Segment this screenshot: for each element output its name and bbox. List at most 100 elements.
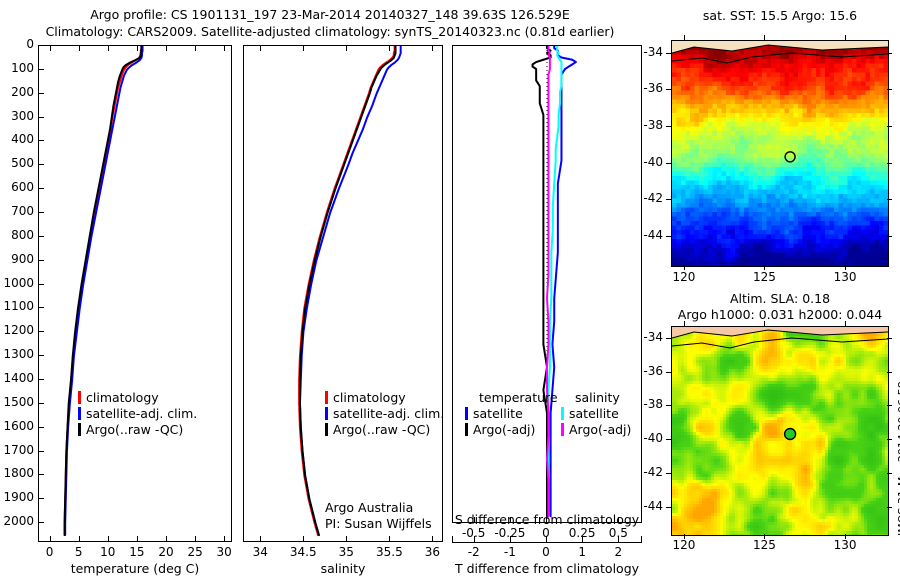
axis-tick xyxy=(641,536,642,542)
axis-tick xyxy=(49,536,51,542)
legend-swatch-icon xyxy=(465,406,468,420)
sla-map-title-line-2: Argo h1000: 0.031 h2000: 0.044 xyxy=(677,307,883,322)
depth-tick xyxy=(38,426,44,428)
depth-tick-label: 1000 xyxy=(3,275,34,290)
axis-tick-label: -1 xyxy=(503,545,516,559)
axis-tick xyxy=(107,536,109,542)
sla-map[interactable] xyxy=(671,326,889,536)
depth-tick xyxy=(38,140,44,142)
lat-tick xyxy=(666,125,671,127)
axis-tick-label: 0 xyxy=(542,526,550,540)
sla-map-title-line-1: Altim. SLA: 0.18 xyxy=(729,291,831,306)
legend-swatch-icon xyxy=(325,422,328,436)
lat-tick xyxy=(887,473,892,475)
legend-item: climatology xyxy=(325,389,444,405)
axis-tick xyxy=(78,45,80,51)
lon-tick xyxy=(845,35,847,40)
depth-tick xyxy=(38,402,44,404)
legend-label: satellite-adj. clim. xyxy=(333,405,445,421)
difference-legend: temperature salinity satellite satellite Arg… xyxy=(465,390,645,437)
axis-tick-label: 1 xyxy=(578,545,586,559)
axis-tick-label: 0.5 xyxy=(608,526,628,540)
depth-tick-label: 400 xyxy=(11,132,34,147)
axis-tick-label: 5 xyxy=(74,545,83,559)
axis-tick xyxy=(582,517,584,523)
axis-tick-label: 35 xyxy=(338,545,354,559)
depth-tick-label: 1600 xyxy=(3,418,34,433)
difference-profile-panel xyxy=(452,45,642,523)
credit-line-1: Argo Australia xyxy=(325,500,414,515)
axis-tick-label: -2 xyxy=(467,545,480,559)
legend-swatch-icon xyxy=(78,390,81,404)
depth-tick-label: 900 xyxy=(11,251,34,266)
axis-tick-label: 0.25 xyxy=(568,526,596,540)
legend-label: Argo(..raw -QC) xyxy=(333,421,431,437)
temperature-axis-label: temperature (deg C) xyxy=(70,561,200,576)
axis-tick xyxy=(389,536,391,542)
axis-tick-label: 2 xyxy=(614,545,623,559)
legend-swatch-icon xyxy=(325,406,328,420)
salinity-profile-plot xyxy=(298,46,402,537)
depth-tick xyxy=(38,211,44,213)
depth-tick xyxy=(38,283,44,285)
axis-tick xyxy=(224,536,226,542)
axis-tick-label: 30 xyxy=(216,545,232,559)
axis-tick xyxy=(166,536,167,542)
depth-tick-label: 300 xyxy=(11,108,34,123)
salinity-profile-panel xyxy=(243,45,443,542)
title-line-2: Climatology: CARS2009. Satellite-adjuste… xyxy=(45,24,615,39)
sst-map[interactable] xyxy=(671,40,889,267)
lon-tick-label: 125 xyxy=(753,270,776,284)
axis-tick-label: 34.5 xyxy=(289,545,317,559)
legend-header-salinity: salinity xyxy=(575,390,620,405)
lon-tick xyxy=(683,534,685,539)
depth-tick-label: 1800 xyxy=(3,466,34,481)
title-line-1: Argo profile: CS 1901131_197 23-Mar-2014… xyxy=(90,7,570,22)
axis-tick xyxy=(618,536,620,542)
temperature-profile-plot xyxy=(63,46,144,537)
lat-tick xyxy=(887,235,892,237)
depth-tick xyxy=(38,522,44,524)
legend-swatch-icon xyxy=(465,422,468,436)
lat-tick-label: -40 xyxy=(643,154,663,169)
axis-tick xyxy=(509,517,511,523)
salinity-difference-axis-label: S difference from climatology xyxy=(454,512,640,527)
lat-tick xyxy=(887,89,892,91)
axis-tick xyxy=(546,517,547,523)
axis-tick xyxy=(224,45,226,51)
depth-tick-label: 500 xyxy=(11,156,34,171)
axis-tick xyxy=(346,536,348,542)
depth-tick xyxy=(38,378,44,380)
axis-tick-label: -0.5 xyxy=(461,526,486,540)
lat-tick-label: -40 xyxy=(643,431,663,446)
legend-item: satellite xyxy=(465,405,561,421)
depth-tick xyxy=(38,164,44,166)
difference-axis-line xyxy=(452,542,642,543)
depth-tick xyxy=(38,68,44,70)
axis-tick-label: 25 xyxy=(187,545,203,559)
legend-swatch-icon xyxy=(561,406,564,420)
lon-tick-label: 125 xyxy=(753,538,776,552)
legend-label: Argo(..raw -QC) xyxy=(86,421,184,437)
depth-tick-label: 1500 xyxy=(3,394,34,409)
lat-tick xyxy=(666,439,671,441)
axis-tick-label: 15 xyxy=(129,545,145,559)
axis-tick xyxy=(107,45,109,51)
lat-tick xyxy=(666,52,671,54)
axis-tick xyxy=(303,536,305,542)
depth-tick xyxy=(38,331,44,333)
salinity-axis-label: salinity xyxy=(320,561,366,576)
axis-tick xyxy=(618,517,620,523)
depth-tick xyxy=(38,498,44,500)
depth-tick-label: 1300 xyxy=(3,347,34,362)
axis-tick xyxy=(432,536,434,542)
lat-tick xyxy=(887,199,892,201)
lat-tick xyxy=(666,473,671,475)
depth-tick xyxy=(38,450,44,452)
lat-tick-label: -44 xyxy=(643,498,663,513)
axis-tick xyxy=(136,536,138,542)
axis-tick xyxy=(136,45,138,51)
lat-tick xyxy=(887,337,892,339)
lon-tick-label: 130 xyxy=(833,270,857,284)
lat-tick-label: -34 xyxy=(643,44,663,59)
